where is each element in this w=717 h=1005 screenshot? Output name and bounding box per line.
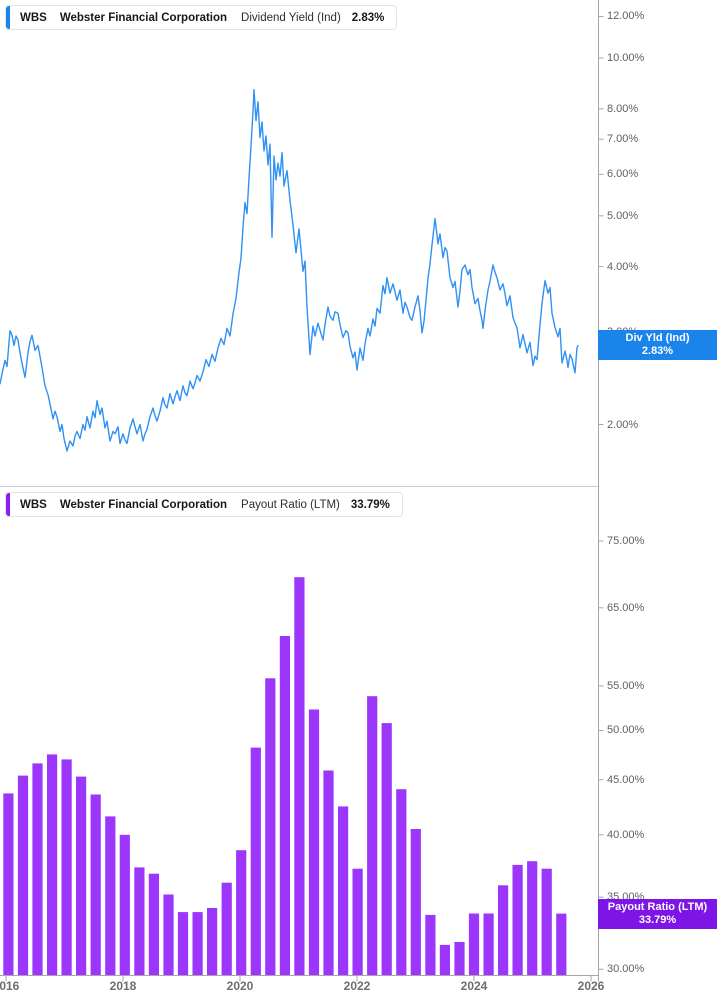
ticker-label: WBS <box>20 498 47 511</box>
y-axis-tick-label: 2.00% <box>607 418 639 431</box>
metric-name: Payout Ratio (LTM) <box>241 498 340 511</box>
payout-bar[interactable] <box>338 806 349 976</box>
payout-bar[interactable] <box>207 908 218 976</box>
payout-bar[interactable] <box>3 793 14 976</box>
company-name: Webster Financial Corporation <box>59 498 228 511</box>
y-axis-tick-label: 12.00% <box>607 10 645 23</box>
payout-bar[interactable] <box>90 794 101 976</box>
y-axis-tick-label: 5.00% <box>607 209 639 222</box>
payout-bar[interactable] <box>192 912 203 976</box>
payout-bar[interactable] <box>512 864 523 976</box>
payout-bar[interactable] <box>556 913 567 976</box>
payout-bar[interactable] <box>105 816 116 976</box>
payout-bar[interactable] <box>527 861 538 976</box>
payout-bar[interactable] <box>279 636 290 976</box>
payout-bar[interactable] <box>236 850 247 976</box>
y-axis-tick-label: 10.00% <box>607 51 645 64</box>
y-axis-tick-label: 8.00% <box>607 102 639 115</box>
payout-bar[interactable] <box>498 885 509 976</box>
y-axis-tick-label: 30.00% <box>607 963 645 976</box>
payout-bar[interactable] <box>323 770 334 976</box>
metric-name: Dividend Yield (Ind) <box>241 11 341 24</box>
y-axis-tick-label: 45.00% <box>607 773 645 786</box>
y-axis-tick-label: 65.00% <box>607 601 645 614</box>
payout-bar[interactable] <box>352 868 363 976</box>
dividend-yield-line[interactable] <box>0 88 579 452</box>
metric-value: 33.79% <box>350 498 390 511</box>
payout-bar[interactable] <box>76 776 87 976</box>
payout-bar[interactable] <box>47 754 58 976</box>
payout-bar[interactable] <box>396 789 407 976</box>
badge-value: 2.83% <box>641 345 674 357</box>
payout-bar[interactable] <box>134 867 145 976</box>
payout-bar[interactable] <box>425 914 436 976</box>
payout-bar[interactable] <box>148 873 159 976</box>
x-axis-year-label: 2018 <box>109 979 137 993</box>
y-axis-tick-label: 55.00% <box>607 679 645 692</box>
dividend-yield-series-header[interactable]: WBS Webster Financial Corporation Divide… <box>5 5 398 30</box>
ticker-label: WBS <box>20 11 47 24</box>
payout-bar[interactable] <box>163 894 174 976</box>
series-accent-bar <box>6 6 10 29</box>
metric-value: 2.83% <box>351 11 385 24</box>
badge-value: 33.79% <box>638 914 677 926</box>
x-axis-year-label: 2022 <box>343 979 371 993</box>
payout-bar[interactable] <box>61 759 72 976</box>
y-axis-tick-label: 75.00% <box>607 534 645 547</box>
payout-bar[interactable] <box>468 913 480 976</box>
x-axis-year-label: 2016 <box>0 979 20 993</box>
payout-ratio-last-value-badge: Payout Ratio (LTM) 33.79% <box>598 899 717 929</box>
payout-bar[interactable] <box>265 678 276 976</box>
payout-bar[interactable] <box>250 747 261 976</box>
payout-bar[interactable] <box>439 944 450 976</box>
payout-bar[interactable] <box>541 868 552 976</box>
payout-bar[interactable] <box>381 723 392 976</box>
y-axis-tick-label: 40.00% <box>607 828 645 841</box>
company-name: Webster Financial Corporation <box>59 11 228 24</box>
div-yld-last-value-badge: Div Yld (Ind) 2.83% <box>598 330 717 360</box>
payout-bar[interactable] <box>454 942 465 976</box>
payout-bar[interactable] <box>483 913 494 976</box>
payout-ratio-series-header[interactable]: WBS Webster Financial Corporation Payout… <box>5 492 403 517</box>
badge-label: Div Yld (Ind) <box>625 332 690 344</box>
payout-bar[interactable] <box>221 882 232 976</box>
payout-bar[interactable] <box>119 834 130 976</box>
x-axis-year-label: 2024 <box>460 979 488 993</box>
x-axis-year-label: 2020 <box>226 979 254 993</box>
payout-bar[interactable] <box>308 709 320 976</box>
payout-bar[interactable] <box>32 763 43 976</box>
x-axis-year-label: 2026 <box>577 979 605 993</box>
y-axis-tick-label: 7.00% <box>607 133 639 146</box>
payout-bar[interactable] <box>410 829 421 976</box>
payout-bar[interactable] <box>294 577 305 976</box>
series-accent-bar <box>6 493 10 516</box>
payout-bar[interactable] <box>367 696 378 976</box>
y-axis-tick-label: 50.00% <box>607 724 645 737</box>
payout-bar[interactable] <box>177 912 189 976</box>
y-axis-tick-label: 4.00% <box>607 260 639 273</box>
badge-label: Payout Ratio (LTM) <box>607 901 708 913</box>
y-axis-tick-label: 6.00% <box>607 168 639 181</box>
payout-bar[interactable] <box>17 775 29 976</box>
